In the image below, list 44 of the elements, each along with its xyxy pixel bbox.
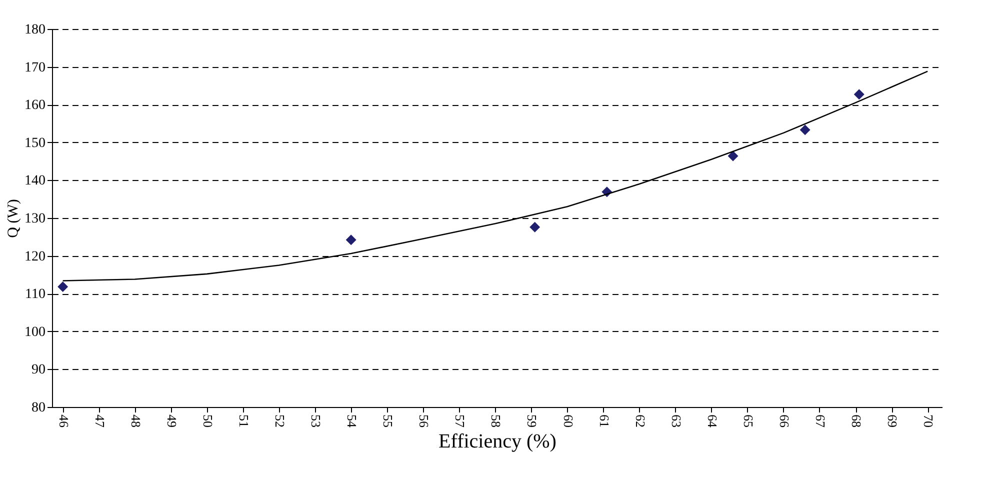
point [346,234,356,246]
x-tick-label: 62 [632,414,648,428]
x-tick-label: 57 [452,414,468,428]
x-tick-label: 51 [236,414,252,428]
x-tick-label: 47 [92,414,108,428]
x-tick-label: 68 [849,414,864,428]
x-tick-label: 67 [812,414,828,428]
y-tick-label: 120 [24,249,46,264]
x-tick-label: 60 [560,414,576,428]
x-tick-label: 53 [308,414,324,428]
point [854,89,864,100]
x-axis-title: Efficiency (%) [438,430,556,452]
y-axis-title: Q (W) [6,199,22,238]
x-tick-label: 69 [885,414,900,428]
x-tick-label: 58 [488,414,504,428]
x-tick-label: 48 [128,414,144,428]
y-tick-label: 160 [24,98,46,114]
point [800,124,810,136]
x-tick-label: 65 [740,414,756,428]
x-tick-label: 63 [668,414,684,428]
x-tick-label: 64 [704,414,720,428]
x-tick-label: 55 [380,414,396,428]
y-tick-label: 130 [24,212,46,226]
y-tick-label: 140 [24,174,46,189]
point [728,150,738,162]
y-tick-label: 90 [32,362,46,378]
y-tick-label: 110 [25,287,46,302]
x-tick-label: 70 [921,414,936,428]
y-tick-label: 170 [24,60,46,76]
point [58,282,68,292]
x-tick-label: 46 [56,414,72,428]
x-tick-label: 59 [524,414,540,428]
y-tick-label: 180 [24,22,46,38]
y-tick-label: 150 [24,136,46,151]
x-tick-label: 50 [200,414,216,428]
x-tick-label: 49 [164,414,180,428]
point [530,222,540,232]
x-tick-label: 66 [776,414,792,428]
y-tick-label: 80 [32,400,46,416]
x-tick-label: 61 [596,414,612,428]
x-tick-label: 56 [416,414,432,428]
x-tick-label: 54 [344,414,360,428]
y-tick-label: 100 [24,324,46,340]
x-tick-label: 52 [272,414,288,428]
